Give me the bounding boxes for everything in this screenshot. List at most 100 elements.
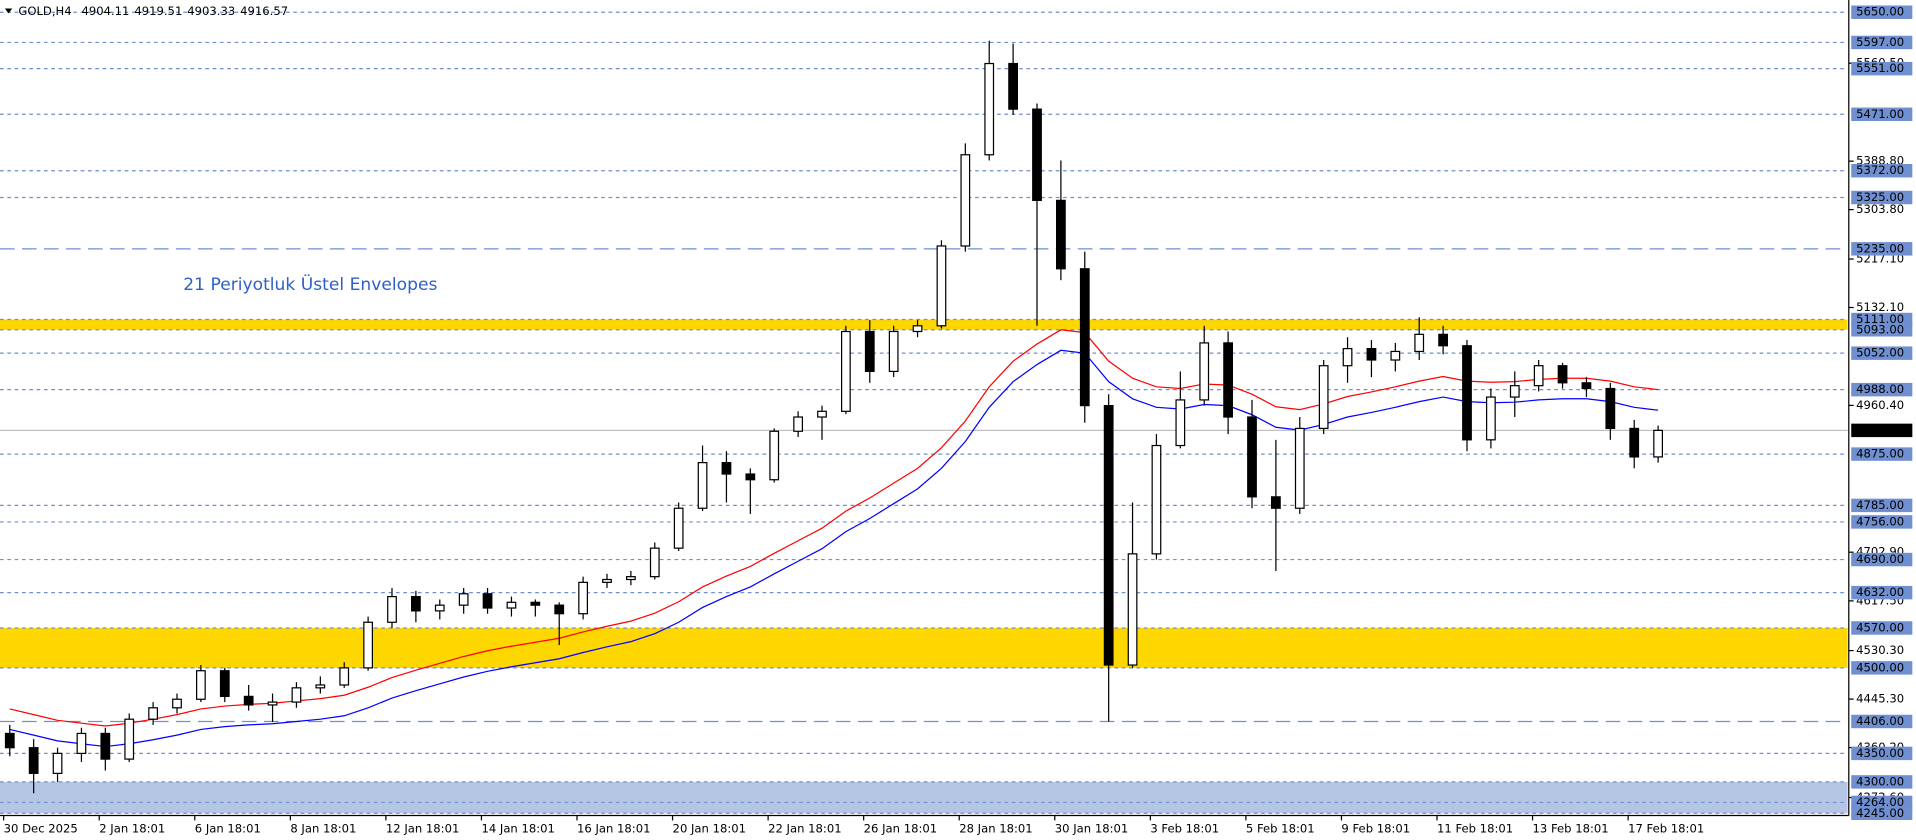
- level-label-box: [1851, 107, 1913, 121]
- x-tick-label: 6 Jan 18:01: [195, 821, 261, 835]
- level-label: 5093.00: [1856, 322, 1904, 336]
- candle-body: [52, 752, 63, 774]
- candle-body: [1079, 268, 1090, 407]
- candle-body: [148, 707, 158, 720]
- candle-body: [363, 621, 373, 669]
- x-tick-label: 17 Feb 18:01: [1628, 821, 1704, 835]
- level-label-box: [1851, 661, 1913, 675]
- menu-icon[interactable]: [4, 8, 13, 14]
- candle-body: [291, 687, 302, 703]
- envelopes: [9, 329, 1659, 748]
- x-tick-label: 22 Jan 18:01: [768, 821, 841, 835]
- candle-body: [888, 330, 899, 373]
- level-label: 5597.00: [1856, 35, 1904, 49]
- open: 4904.11: [81, 4, 129, 18]
- candle-body: [960, 154, 971, 247]
- candle-body: [721, 462, 732, 475]
- candle-body: [1462, 345, 1472, 441]
- level-label: 4632.00: [1856, 585, 1904, 599]
- upper-envelope: [9, 329, 1659, 727]
- level-label-box: [1851, 323, 1913, 337]
- candle-body: [124, 718, 135, 760]
- candle-body: [1175, 399, 1186, 447]
- x-tick-label: 13 Feb 18:01: [1533, 821, 1609, 835]
- candle-body: [936, 245, 947, 327]
- level-label-box: [1851, 714, 1913, 729]
- level-label-box: [1851, 5, 1913, 19]
- candle-body: [195, 670, 206, 700]
- candle-body: [1151, 444, 1162, 555]
- level-label: 4570.00: [1856, 620, 1904, 634]
- candle-body: [1438, 333, 1448, 347]
- x-tick-label: 14 Jan 18:01: [481, 821, 554, 835]
- level-label: 4988.00: [1856, 382, 1904, 396]
- level-label-box: [1851, 190, 1913, 205]
- level-label: 4264.00: [1856, 795, 1904, 809]
- zones: [0, 319, 1848, 814]
- candle-body: [1008, 62, 1018, 110]
- candle-body: [1294, 427, 1305, 509]
- candle-body: [1390, 350, 1401, 361]
- candle-body: [769, 430, 780, 481]
- candle-body: [1127, 553, 1138, 666]
- x-tick-label: 2 Jan 18:01: [99, 821, 165, 835]
- level-label: 5650.00: [1856, 5, 1904, 19]
- candle-body: [243, 695, 254, 706]
- annotation: 21 Periyotluk Üstel Envelopes: [183, 273, 437, 295]
- level-label-box: [1851, 806, 1913, 820]
- candle-body: [554, 604, 565, 615]
- high: 4919.51: [134, 4, 182, 18]
- x-tick-label: 26 Jan 18:01: [864, 821, 937, 835]
- level-label: 5372.00: [1856, 163, 1904, 177]
- candle-body: [1103, 405, 1114, 666]
- candle-body: [1247, 416, 1257, 498]
- candle-body: [793, 416, 803, 432]
- candle-body: [1366, 347, 1377, 361]
- candle-body: [912, 325, 923, 333]
- level-label-box: [1851, 585, 1913, 600]
- candle-body: [864, 330, 875, 373]
- x-tick-label: 30 Jan 18:01: [1055, 821, 1128, 835]
- level-label: 4245.00: [1856, 806, 1904, 820]
- level-label-box: [1851, 498, 1913, 513]
- candle-body: [673, 507, 684, 549]
- candle-body: [1223, 342, 1233, 418]
- x-tick-label: 8 Jan 18:01: [290, 821, 356, 835]
- x-tick-label: 28 Jan 18:01: [959, 821, 1032, 835]
- candle-body: [697, 462, 708, 509]
- candle-body: [506, 601, 517, 609]
- candle-body: [1342, 347, 1353, 367]
- level-label-box: [1851, 163, 1913, 178]
- level-label-box: [1851, 312, 1913, 327]
- level-label: 5325.00: [1856, 190, 1904, 204]
- level-label: 4690.00: [1856, 552, 1904, 566]
- candle-body: [1032, 108, 1042, 201]
- candle-body: [817, 410, 827, 418]
- level-label-box: [1851, 746, 1913, 761]
- candle-body: [4, 732, 15, 749]
- level-label: 5471.00: [1856, 107, 1904, 121]
- candle-body: [1605, 387, 1616, 430]
- y-tick-label: 5132.10: [1856, 300, 1904, 314]
- symbol: GOLD,H4: [18, 4, 71, 18]
- level-label: 5235.00: [1856, 241, 1904, 255]
- lower-envelope: [9, 349, 1659, 748]
- candle-body: [458, 593, 469, 606]
- candle-body: [1509, 385, 1520, 398]
- candle-body: [1557, 365, 1568, 384]
- candle-body: [28, 747, 39, 774]
- candle-body: [339, 667, 350, 686]
- x-tick-label: 11 Feb 18:01: [1437, 821, 1513, 835]
- candle-body: [745, 473, 756, 481]
- candle-body: [1318, 365, 1329, 430]
- candle-body: [387, 596, 397, 623]
- zone: [0, 627, 1848, 668]
- x-tick-label: 3 Feb 18:01: [1150, 821, 1219, 835]
- x-tick-label: 12 Jan 18:01: [386, 821, 459, 835]
- y-tick-label: 4530.30: [1856, 643, 1904, 657]
- candle-body: [649, 547, 660, 578]
- x-tick-label: 16 Jan 18:01: [577, 821, 650, 835]
- level-label: 4756.00: [1856, 514, 1904, 528]
- candle-body: [1533, 365, 1544, 387]
